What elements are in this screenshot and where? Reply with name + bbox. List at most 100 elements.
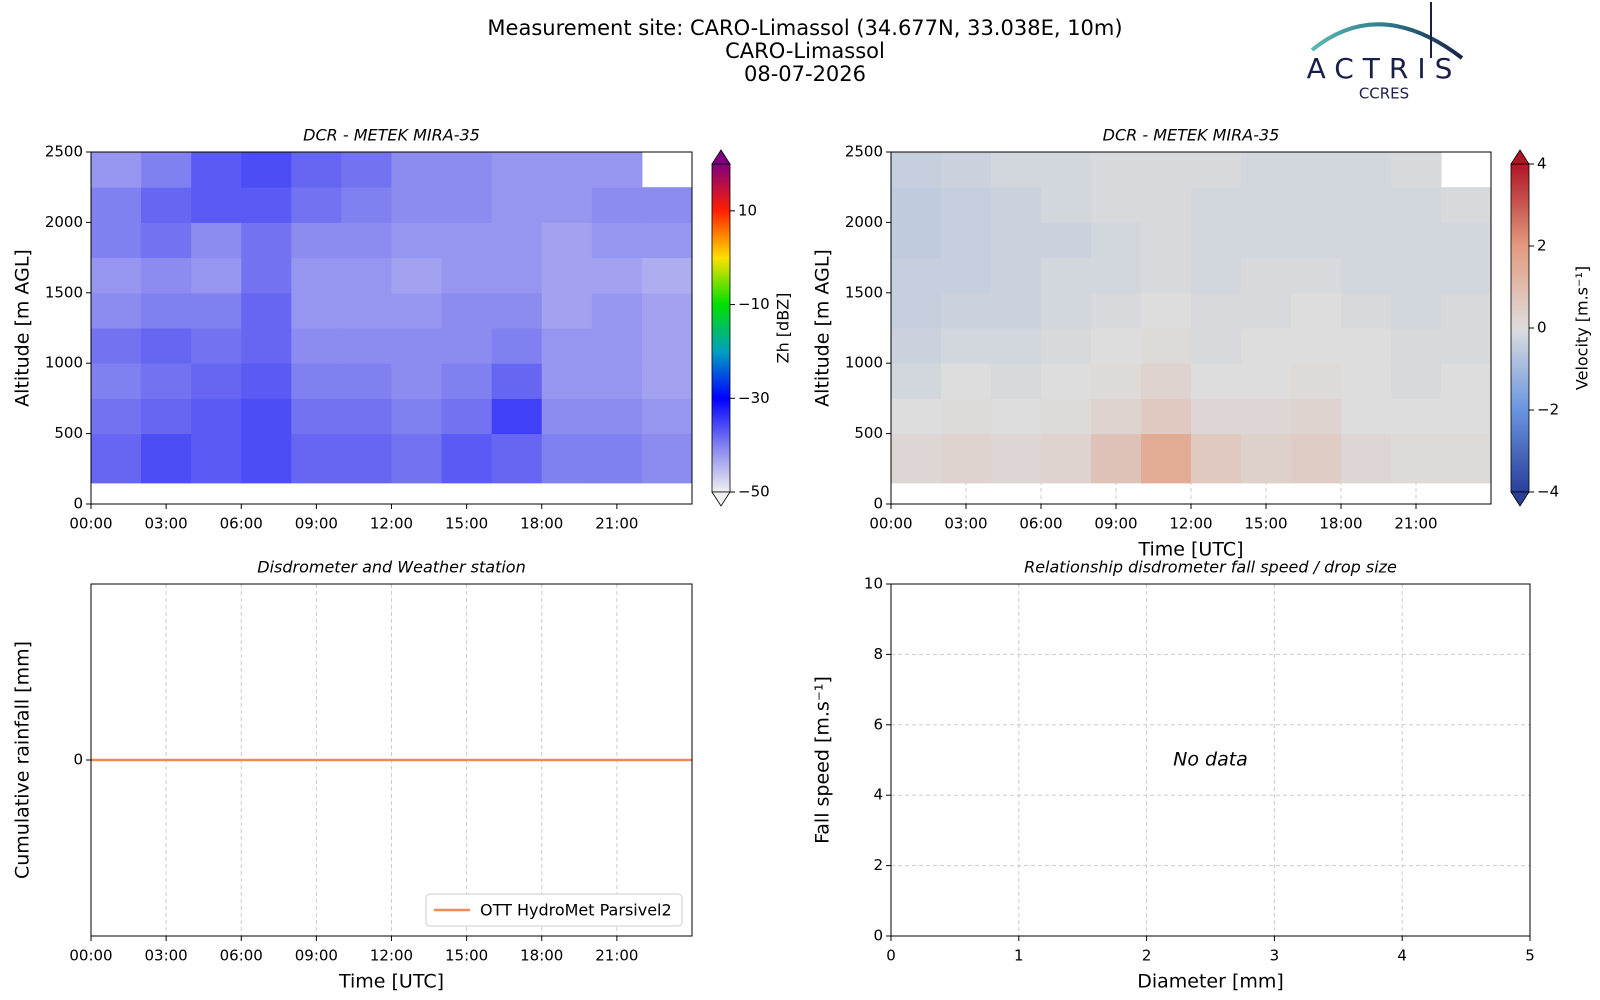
heat-cell — [1141, 292, 1192, 329]
heat-cell — [141, 398, 192, 435]
heat-cell — [491, 257, 543, 294]
y-tick-label: 0 — [73, 751, 83, 769]
heat-cell — [1341, 257, 1392, 294]
heat-cell — [1191, 257, 1242, 294]
heat-cell — [1191, 398, 1242, 435]
heat-cell — [191, 222, 242, 259]
heat-cell — [1191, 187, 1242, 223]
x-tick-label: 2 — [1142, 947, 1152, 965]
heat-cell — [591, 398, 643, 435]
heat-cell — [891, 152, 942, 188]
heat-cell — [891, 433, 942, 484]
y-tick-label: 1500 — [845, 283, 883, 301]
y-tick-label: 500 — [54, 424, 83, 442]
heat-cell — [1191, 292, 1242, 329]
heat-cell — [1441, 187, 1492, 223]
heat-cell — [1441, 292, 1492, 329]
y-axis-label: Altitude [m AGL] — [812, 249, 834, 407]
heat-cell — [91, 433, 142, 484]
heat-cell — [341, 363, 392, 399]
heat-cell — [191, 152, 242, 188]
heat-cell — [1291, 328, 1342, 364]
heat-cell — [141, 187, 192, 223]
colorbar-tick-label: 4 — [1537, 155, 1547, 173]
heat-cell — [91, 398, 142, 435]
x-tick-label: 09:00 — [295, 515, 338, 533]
x-tick-label: 12:00 — [370, 515, 413, 533]
heat-cell — [241, 398, 292, 435]
heat-cell — [1091, 292, 1142, 329]
logo-subtitle: CCRES — [1359, 85, 1409, 103]
heat-cell — [241, 433, 292, 484]
heat-cell — [1291, 398, 1342, 435]
heat-cell — [591, 222, 643, 259]
heat-cell — [1241, 257, 1292, 294]
heat-cell — [1041, 433, 1092, 484]
y-tick-label: 1000 — [845, 354, 883, 372]
logo: ACTRIS CCRES — [1307, 2, 1464, 103]
heat-cell — [341, 257, 392, 294]
heat-cell — [491, 292, 543, 329]
heat-cell — [1391, 328, 1442, 364]
heat-cell — [1041, 398, 1092, 435]
header-date: 08-07-2026 — [744, 62, 866, 86]
heat-cell — [1091, 398, 1142, 435]
heat-cell — [541, 257, 593, 294]
heat-cell — [241, 328, 292, 364]
x-tick-label: 09:00 — [295, 947, 338, 965]
heat-cell — [941, 152, 992, 188]
panel-title: DCR - METEK MIRA-35 — [1103, 126, 1280, 145]
panel: DCR - METEK MIRA-35 00:00 03:00 06:00 09:00 1… — [812, 126, 1592, 561]
heat-cell — [341, 187, 392, 223]
heat-cell — [1341, 398, 1392, 435]
y-tick-label: 10 — [864, 575, 883, 593]
heat-cell — [1341, 152, 1392, 188]
heat-cell — [1391, 187, 1442, 223]
heat-cell — [1341, 222, 1392, 259]
heat-cell — [541, 152, 593, 188]
y-tick-label: 8 — [873, 645, 883, 663]
heat-cell — [91, 292, 142, 329]
heat-cell — [891, 363, 942, 399]
heat-cell — [491, 363, 543, 399]
heat-cell — [1341, 328, 1392, 364]
heat-cell — [491, 222, 543, 259]
heat-cell — [191, 187, 242, 223]
heat-cell — [591, 152, 643, 188]
x-tick-label: 06:00 — [1019, 515, 1062, 533]
x-tick-label: 18:00 — [520, 947, 563, 965]
heat-cell — [341, 433, 392, 484]
heat-cell — [541, 222, 593, 259]
header-site: CARO-Limassol — [725, 39, 885, 63]
heat-cell — [1441, 328, 1492, 364]
heat-cell — [541, 398, 593, 435]
colorbar — [711, 163, 731, 493]
heat-cell — [291, 363, 342, 399]
heat-cell — [391, 152, 443, 188]
x-tick-label: 3 — [1270, 947, 1280, 965]
heat-cell — [441, 187, 493, 223]
colorbar-extend-bottom — [1510, 491, 1530, 507]
heat-cell — [991, 328, 1042, 364]
heat-cell — [591, 187, 643, 223]
heat-cell — [291, 187, 342, 223]
heat-cell — [291, 328, 342, 364]
heat-cell — [991, 187, 1042, 223]
x-tick-label: 09:00 — [1094, 515, 1137, 533]
heat-cell — [1391, 398, 1442, 435]
heat-cell — [641, 187, 693, 223]
heat-cell — [641, 222, 693, 259]
x-tick-label: 15:00 — [445, 947, 488, 965]
heat-cell — [1091, 222, 1142, 259]
heat-cell — [941, 433, 992, 484]
y-tick-label: 4 — [873, 786, 883, 804]
heat-cell — [591, 257, 643, 294]
x-tick-label: 06:00 — [220, 947, 263, 965]
heat-cell — [641, 292, 693, 329]
y-tick-label: 0 — [873, 927, 883, 945]
heat-cell — [191, 328, 242, 364]
heat-cell — [891, 292, 942, 329]
heat-cell — [1041, 292, 1092, 329]
heat-cell — [1091, 152, 1142, 188]
colorbar-tick-label: −2 — [1537, 401, 1559, 419]
